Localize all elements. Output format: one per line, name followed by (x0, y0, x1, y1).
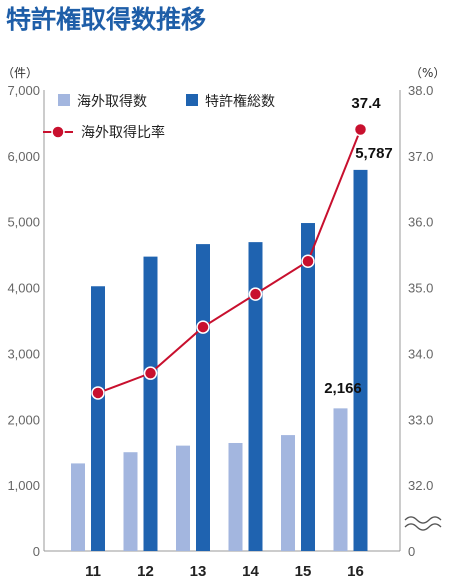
bar-overseas (123, 452, 138, 551)
x-tick-label: 12 (137, 563, 154, 580)
right-axis-unit: （%） (410, 66, 445, 80)
bar-overseas (176, 445, 190, 551)
ratio-line (97, 129, 362, 394)
right-axis-ticks: 38.0 37.0 36.0 35.0 34.0 33.0 32.0 0 (408, 83, 433, 559)
ratio-line-layer (91, 122, 368, 400)
chart-title: 特許権取得数推移 (6, 5, 206, 34)
ratio-point (248, 287, 263, 301)
left-axis-ticks: 7,000 6,000 5,000 4,000 3,000 2,000 1,000 0 (7, 83, 40, 559)
bar-layer (71, 169, 368, 552)
ratio-point (353, 122, 368, 137)
legend: 海外取得数 特許権総数 海外取得比率 (43, 93, 275, 141)
bar-overseas (333, 408, 348, 551)
left-tick-label: 1,000 (7, 478, 40, 493)
right-tick-label: 35.0 (408, 281, 433, 296)
right-tick-label: 36.0 (408, 215, 433, 230)
x-tick-label: 11 (85, 563, 101, 580)
right-tick-label: 34.0 (408, 346, 433, 361)
bar-overseas (71, 463, 85, 551)
axis-break-icon (404, 516, 442, 531)
x-tick-label: 14 (242, 563, 259, 580)
legend-label-total: 特許権総数 (205, 93, 275, 110)
bar-total (196, 244, 210, 551)
left-tick-label: 4,000 (7, 281, 40, 296)
ratio-point (91, 386, 105, 400)
right-tick-label: 33.0 (408, 412, 433, 427)
left-tick-label: 5,000 (7, 215, 40, 230)
ratio-point (143, 366, 158, 380)
left-tick-label: 2,000 (7, 412, 40, 427)
bar-total (91, 286, 105, 551)
legend-swatch-total (186, 94, 198, 106)
right-tick-label: 38.0 (408, 83, 433, 98)
left-axis-unit: （件） (2, 66, 38, 80)
right-tick-label: 32.0 (408, 478, 433, 493)
legend-swatch-overseas (58, 94, 70, 106)
left-tick-label: 3,000 (7, 346, 40, 361)
bar-overseas (281, 435, 295, 551)
legend-label-ratio: 海外取得比率 (81, 124, 165, 141)
left-tick-label: 7,000 (7, 83, 40, 98)
bar-total (248, 242, 263, 551)
right-tick-label: 0 (408, 544, 415, 559)
legend-marker-ratio (51, 125, 65, 139)
bar-total (301, 223, 315, 551)
bar-overseas (228, 442, 243, 551)
x-tick-label: 15 (295, 563, 312, 580)
x-tick-label: 13 (190, 563, 207, 580)
x-tick-label: 16 (347, 563, 364, 580)
bar-total (353, 169, 368, 552)
bar-total (143, 256, 158, 551)
data-label-ratio-16: 37.4 (351, 95, 381, 112)
left-tick-label: 0 (33, 544, 40, 559)
data-label-total-16: 5,787 (355, 145, 393, 162)
left-tick-label: 6,000 (7, 149, 40, 164)
legend-label-overseas: 海外取得数 (77, 93, 147, 110)
data-label-overseas-16: 2,166 (324, 380, 362, 397)
ratio-point (301, 254, 315, 268)
right-tick-label: 37.0 (408, 149, 433, 164)
x-axis-ticks: 11 12 13 14 15 16 (85, 563, 364, 580)
ratio-point (196, 320, 210, 334)
